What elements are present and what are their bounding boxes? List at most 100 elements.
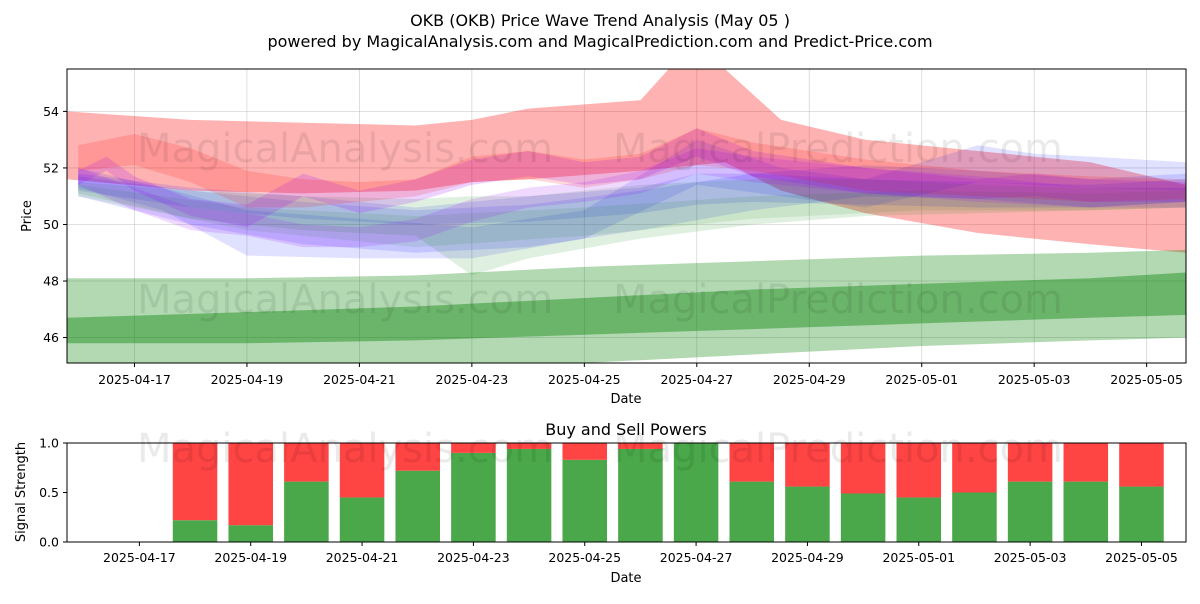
price-bands — [67, 69, 1187, 363]
buy-bar — [228, 525, 273, 542]
price-plot-area — [67, 69, 1186, 363]
price-band-green-2 — [67, 272, 1186, 344]
sell-bar — [228, 443, 273, 526]
price-x-tick-label: 2025-04-23 — [436, 372, 509, 387]
power-x-ticks: 2025-04-17 2025-04-19 2025-04-21 2025-04-23… — [103, 542, 1178, 565]
buy-bar — [284, 481, 329, 542]
watermark-analysis-mid: MagicalAnalysis.com — [137, 277, 553, 323]
sell-bar — [840, 443, 886, 494]
power-x-label: Date — [610, 571, 641, 586]
buy-bar — [1119, 486, 1164, 542]
buy-bar — [729, 481, 775, 542]
buy-bar — [451, 452, 496, 542]
power-x-tick-label: 2025-04-17 — [103, 550, 176, 565]
price-band-blue-3 — [78, 173, 1187, 225]
watermark-prediction-bottom: MagicalPrediction.com — [613, 426, 1063, 472]
price-x-tick-label: 2025-04-25 — [548, 372, 621, 387]
power-x-tick-label: 2025-04-27 — [660, 550, 733, 565]
sell-bar — [1007, 443, 1053, 482]
buy-bar — [1063, 481, 1109, 542]
price-x-tick-label: 2025-04-17 — [98, 372, 171, 387]
sell-bar — [172, 443, 218, 521]
price-band-blue-4 — [78, 139, 1187, 259]
price-grid — [67, 69, 1186, 363]
price-y-label: Price — [20, 200, 35, 232]
buy-bar — [1007, 481, 1053, 542]
price-y-tick-label: 46 — [43, 330, 59, 345]
chart-title: OKB (OKB) Price Wave Trend Analysis (May… — [410, 11, 790, 30]
power-x-tick-label: 2025-05-05 — [1105, 550, 1178, 565]
price-x-tick-label: 2025-05-01 — [885, 372, 958, 387]
buy-bar — [952, 492, 997, 542]
sell-bar — [785, 443, 830, 487]
sell-bar — [618, 443, 663, 449]
price-band-purple-10 — [78, 148, 1187, 248]
buy-bar — [673, 443, 719, 542]
price-band-red-0 — [67, 69, 1186, 253]
power-y-tick-label: 0.0 — [39, 535, 59, 550]
price-x-tick-label: 2025-04-27 — [660, 372, 733, 387]
price-y-tick-label: 52 — [43, 160, 59, 175]
power-y-ticks: 0.0 0.5 1.0 — [39, 436, 67, 550]
power-x-tick-label: 2025-04-23 — [437, 550, 510, 565]
sell-bar — [896, 443, 942, 498]
price-band-blue-5 — [78, 165, 1187, 253]
buy-bar — [618, 448, 663, 542]
price-band-green-7 — [78, 184, 1187, 248]
watermark-analysis-bottom: MagicalAnalysis.com — [137, 426, 553, 472]
buy-bar — [172, 520, 218, 542]
price-x-tick-label: 2025-04-19 — [211, 372, 284, 387]
price-x-tick-label: 2025-04-21 — [323, 372, 396, 387]
price-band-green-6 — [78, 179, 1187, 276]
sell-bar — [506, 443, 552, 449]
price-band-green-1 — [67, 249, 1186, 363]
power-y-tick-label: 0.5 — [39, 485, 59, 500]
buy-bar — [395, 470, 440, 542]
buy-bar — [562, 459, 608, 542]
power-y-label: Signal Strength — [14, 442, 29, 542]
power-y-tick-label: 1.0 — [39, 436, 59, 451]
price-panel: MagicalAnalysis.com MagicalPrediction.co… — [20, 68, 1187, 407]
price-y-tick-label: 50 — [43, 217, 59, 232]
sell-bar — [1119, 443, 1164, 487]
buy-bar — [896, 497, 942, 542]
price-band-red-9 — [78, 128, 1187, 208]
price-x-ticks: 2025-04-17 2025-04-19 2025-04-21 2025-04-23… — [98, 363, 1183, 387]
power-panel: Buy and Sell Powers MagicalAnalysis.com … — [14, 420, 1187, 586]
watermark-analysis-top: MagicalAnalysis.com — [137, 126, 553, 172]
price-band-purple-8 — [78, 128, 1187, 228]
power-x-tick-label: 2025-05-03 — [994, 550, 1067, 565]
sell-bar — [952, 443, 997, 493]
price-x-label: Date — [610, 392, 641, 407]
sell-bar — [729, 443, 775, 482]
power-x-tick-label: 2025-04-25 — [548, 550, 621, 565]
power-bars — [172, 443, 1164, 542]
sell-bar — [339, 443, 385, 498]
chart-subtitle: powered by MagicalAnalysis.com and Magic… — [267, 32, 932, 51]
watermark-prediction-mid: MagicalPrediction.com — [613, 277, 1063, 323]
buy-bar — [339, 497, 385, 542]
power-title: Buy and Sell Powers — [545, 420, 707, 439]
price-y-tick-label: 54 — [43, 104, 59, 119]
power-x-tick-label: 2025-04-21 — [326, 550, 399, 565]
buy-bar — [785, 486, 830, 542]
price-y-tick-label: 48 — [43, 274, 59, 289]
sell-bar — [1063, 443, 1109, 482]
power-x-tick-label: 2025-05-01 — [882, 550, 955, 565]
sell-bar — [284, 443, 329, 482]
price-y-ticks: 46 48 50 52 54 — [43, 104, 67, 345]
buy-bar — [506, 448, 552, 542]
power-x-tick-label: 2025-04-29 — [771, 550, 844, 565]
buy-bar — [840, 493, 886, 542]
sell-bar — [451, 443, 496, 453]
price-plot-frame — [66, 68, 1187, 364]
sell-bar — [562, 443, 608, 460]
price-x-tick-label: 2025-05-03 — [998, 372, 1071, 387]
sell-bar — [395, 443, 440, 471]
price-x-tick-label: 2025-04-29 — [773, 372, 846, 387]
power-x-tick-label: 2025-04-19 — [214, 550, 287, 565]
watermark-prediction-top: MagicalPrediction.com — [613, 126, 1063, 172]
price-x-tick-label: 2025-05-05 — [1110, 372, 1183, 387]
